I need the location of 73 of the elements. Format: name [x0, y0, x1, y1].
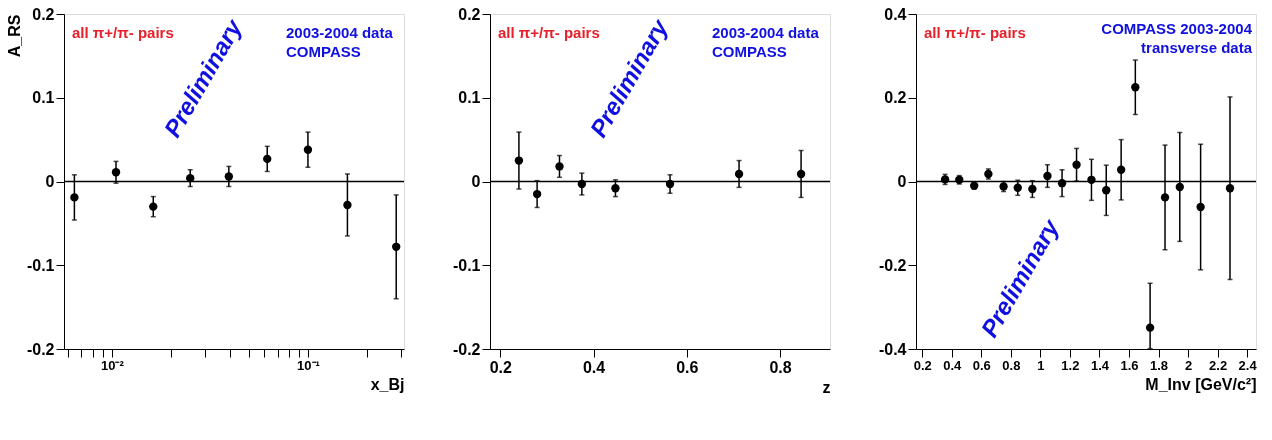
- y-tick-label: -0.1: [452, 256, 481, 274]
- point: [1072, 160, 1081, 169]
- x-tick-label: 0.8: [769, 358, 792, 376]
- point: [577, 179, 587, 189]
- point: [263, 154, 272, 164]
- point: [303, 145, 313, 154]
- y-tick-label: 0: [897, 173, 907, 190]
- y-tick-label: -0.2: [452, 340, 481, 358]
- point: [1057, 179, 1067, 188]
- x-tick-label: 0.2: [913, 357, 932, 373]
- x-tick-label: 0.6: [972, 357, 991, 373]
- annotation: all π+/π- pairs: [924, 24, 1026, 41]
- annotation: transverse data: [1141, 39, 1253, 56]
- annotation: 2003-2004 data: [712, 24, 820, 41]
- x-axis-title: M_Inv [GeV/c²]: [1145, 375, 1257, 393]
- y-tick-label: 0.2: [458, 5, 481, 23]
- x-tick-label: 1: [1037, 357, 1045, 373]
- point: [1028, 184, 1037, 194]
- x-tick-label: 2: [1184, 357, 1193, 373]
- y-tick-label: -0.4: [878, 340, 907, 358]
- y-tick-label: 0: [471, 173, 481, 190]
- x-tick-label: 10⁻¹: [297, 357, 320, 373]
- x-tick-label: 0.4: [943, 357, 963, 373]
- x-axis-title: x_Bj: [370, 375, 405, 393]
- point: [796, 169, 806, 179]
- point: [1013, 183, 1022, 192]
- point: [1131, 83, 1140, 92]
- point: [149, 202, 158, 211]
- point: [611, 184, 620, 193]
- annotation: COMPASS: [712, 43, 787, 60]
- x-tick-label: 1.6: [1120, 357, 1139, 373]
- y-tick-label: 0.1: [32, 89, 55, 107]
- y-tick-label: -0.1: [26, 256, 55, 274]
- point: [1116, 165, 1126, 174]
- point: [1102, 186, 1111, 195]
- point: [555, 162, 564, 171]
- y-tick-label: 0.1: [458, 89, 481, 107]
- y-tick-label: 0.2: [32, 5, 55, 23]
- x-tick-label: 0.2: [489, 358, 512, 376]
- y-tick-label: 0.2: [884, 89, 907, 107]
- point: [1175, 182, 1184, 192]
- x-axis-title: z: [822, 378, 831, 396]
- annotation: COMPASS: [286, 43, 361, 60]
- x-tick-label: 1.4: [1090, 357, 1110, 373]
- annotation: COMPASS 2003-2004: [1101, 20, 1253, 37]
- point: [224, 172, 234, 181]
- point: [1160, 193, 1170, 202]
- y-tick-label: 0.4: [884, 5, 907, 23]
- x-tick-label: 1.2: [1061, 357, 1080, 373]
- x-tick-label: 2.2: [1209, 357, 1228, 373]
- point: [1145, 323, 1155, 332]
- x-tick-label: 0.8: [1002, 357, 1021, 373]
- annotation: 2003-2004 data: [286, 24, 394, 41]
- point: [1043, 171, 1052, 181]
- point: [532, 189, 542, 199]
- point: [1225, 184, 1235, 193]
- point: [70, 193, 79, 202]
- point: [734, 169, 744, 179]
- y-tick-label: -0.2: [878, 256, 907, 274]
- point: [1087, 175, 1096, 184]
- x-tick-label: 0.6: [676, 358, 699, 376]
- point: [343, 200, 352, 210]
- x-tick-label: 0.4: [582, 358, 606, 376]
- x-tick-label: 1.8: [1149, 357, 1169, 373]
- point: [1196, 202, 1205, 212]
- y-tick-label: -0.2: [26, 340, 55, 358]
- y-tick-label: 0: [45, 173, 55, 190]
- point: [186, 173, 195, 183]
- y-axis-title: A_RS: [5, 14, 23, 58]
- x-tick-label: 2.4: [1238, 357, 1258, 373]
- point: [665, 179, 675, 189]
- x-tick-label: 10⁻²: [100, 357, 125, 373]
- point: [514, 156, 524, 165]
